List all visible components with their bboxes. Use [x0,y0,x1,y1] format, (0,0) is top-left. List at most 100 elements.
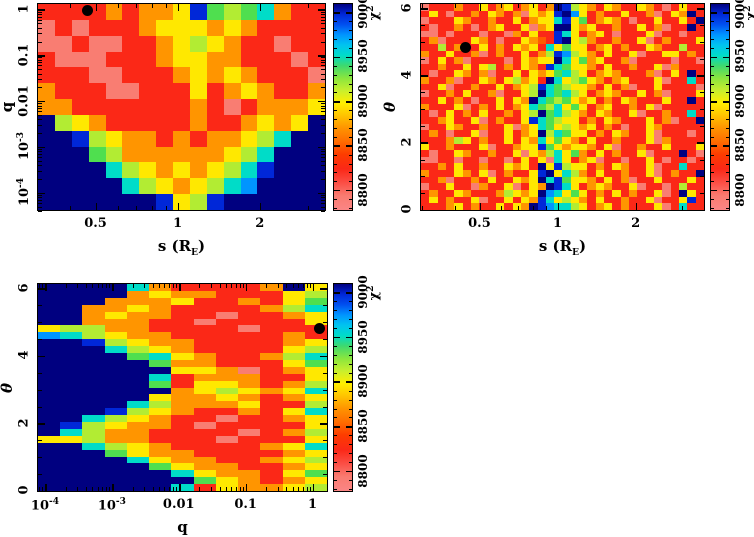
heatmap-cell [122,130,140,147]
heatmap-cell [38,415,61,422]
heatmap-cell [38,401,61,409]
heatmap-cell [291,99,309,115]
heatmap-cell [487,203,496,210]
heatmap-cell [454,97,463,104]
x-tick [532,4,534,8]
heatmap-cell [620,17,630,24]
label-part: 0.1 [234,497,257,512]
label-part: 2 [255,216,265,231]
heatmap-cell [291,146,309,163]
colorbar-tick [334,372,337,374]
heatmap-cell [512,196,521,204]
heatmap-cell [223,114,241,131]
label-part: 1 [308,497,318,512]
heatmap-cell [156,4,174,20]
heatmap-cell [454,176,463,184]
heatmap-cell [612,63,621,71]
heatmap-cell [520,23,530,31]
y-tick [321,165,325,167]
heatmap-cell [429,136,438,144]
heatmap-cell [679,196,688,204]
heatmap-cell [512,103,521,111]
label-part: -4 [15,178,26,189]
heatmap-cell [645,10,655,18]
colorbar-tick [711,154,714,156]
heatmap-cell [88,178,106,195]
label-part: 8950 [356,39,370,74]
x-tick [500,4,502,8]
heatmap-cell [304,290,327,298]
colorbar-tick [334,301,337,303]
heatmap-cell [695,43,704,51]
colorbar-tick [334,363,337,365]
heatmap-cell [495,170,505,177]
colorbar-tick [349,354,352,356]
heatmap-cell [104,366,127,374]
y-tick [38,9,45,11]
x-tick [97,284,99,288]
heatmap-cell [38,339,61,347]
heatmap-cell [562,97,571,104]
heatmap-cell [545,190,555,197]
label-part: 8900 [356,364,370,398]
heatmap-cell [629,176,638,184]
heatmap-cell [554,83,563,91]
heatmap-cell [215,353,239,360]
heatmap-cell [470,163,480,171]
heatmap-cell [445,77,455,84]
heatmap-cell [193,415,216,422]
y-tick [323,457,327,459]
heatmap-cell [206,83,224,100]
heatmap-cell [223,67,241,84]
heatmap-cell [595,170,605,177]
heatmap-cell [670,43,680,51]
colorbar-tick [349,47,352,49]
heatmap-cell [495,83,505,91]
heatmap-cell [88,51,106,68]
heatmap-cell [645,163,655,171]
heatmap-cell [82,401,105,409]
heatmap-cell [687,37,696,44]
heatmap-cell [562,77,571,84]
x-tick [42,284,44,288]
y-tick [321,11,325,13]
heatmap-cell [495,103,505,111]
heatmap-cell [60,284,83,291]
heatmap-cell [104,477,127,485]
heatmap-cell [520,57,530,64]
colorbar-tick [349,363,352,365]
heatmap-cell [595,123,605,131]
heatmap-cell [60,394,83,402]
heatmap-cell [429,116,438,124]
heatmap-cell [512,97,521,104]
heatmap-cell [595,77,605,84]
heatmap-cell [637,103,646,111]
heatmap-cell [454,70,463,78]
heatmap-cell [260,449,283,457]
heatmap-cell [562,163,571,171]
heatmap-cell [126,353,150,360]
heatmap-cell [445,170,455,177]
heatmap-cell [637,143,646,151]
y-tick [38,457,42,459]
heatmap-cell [149,394,172,402]
heatmap-cell [437,176,446,184]
heatmap-cell [126,380,150,388]
heatmap-cell [570,170,580,177]
heatmap-cell [537,4,546,11]
label-part: 10 [97,498,116,514]
heatmap-cell [554,170,563,177]
heatmap-cell [238,415,261,422]
heatmap-cell [437,4,446,11]
label-part: 6 [16,283,32,293]
y-tick-label: 6 [17,284,32,293]
heatmap-cell [637,4,646,11]
heatmap-cell [445,203,455,210]
heatmap-cell [470,170,480,177]
heatmap-cell [562,30,571,38]
heatmap-cell [587,170,596,177]
heatmap-cell [38,373,61,381]
heatmap-cell [670,196,680,204]
heatmap-cell [437,10,446,18]
